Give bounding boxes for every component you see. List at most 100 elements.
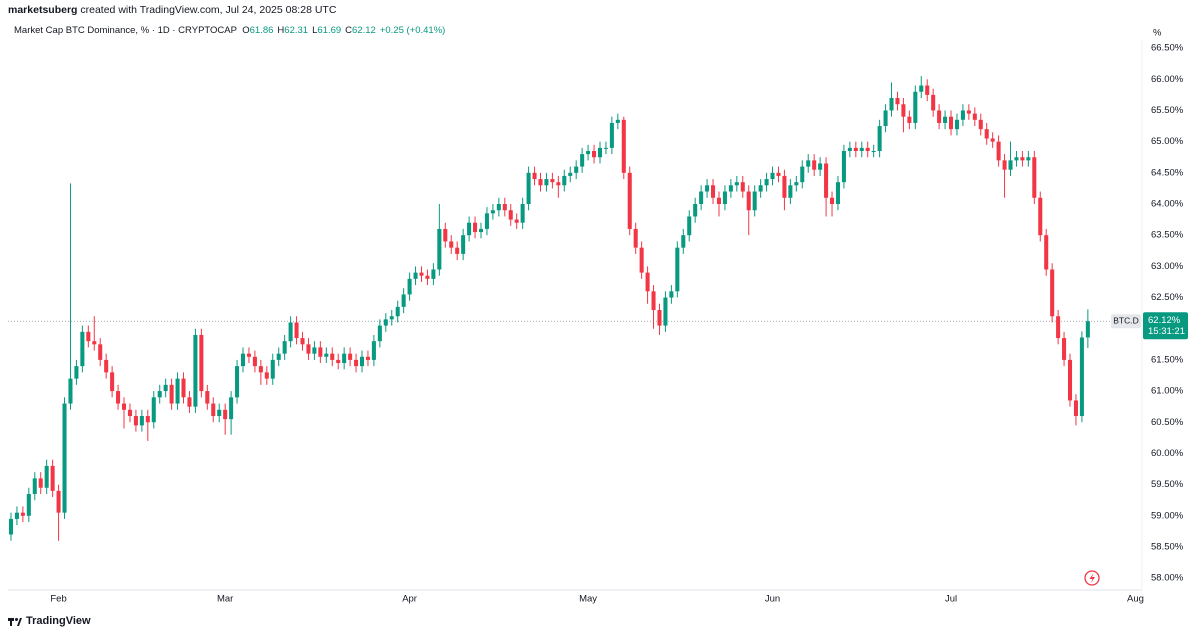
candle-body — [574, 166, 579, 173]
candle-body — [877, 126, 882, 151]
candle-body — [740, 182, 745, 192]
candle-body — [80, 331, 85, 367]
y-tick-label: 59.00% — [1151, 510, 1184, 521]
candle-body — [496, 204, 501, 211]
candle-body — [835, 182, 840, 205]
candle-body — [270, 359, 275, 379]
candle-body — [687, 216, 692, 236]
candle-body — [812, 160, 817, 170]
y-tick-label: 63.00% — [1151, 261, 1184, 272]
candle-body — [56, 490, 61, 513]
user: marketsuberg — [8, 4, 78, 16]
candle-body — [532, 172, 537, 180]
candle-body — [181, 378, 186, 398]
candle-body — [490, 210, 495, 214]
tradingview-logo — [8, 618, 22, 626]
candle-body — [990, 138, 995, 142]
candle-body — [1026, 157, 1031, 161]
alert-icon[interactable] — [1084, 570, 1100, 586]
legend-value: 62.12 — [352, 25, 376, 36]
candle-body — [716, 197, 722, 205]
legend-value: 62.31 — [284, 25, 309, 36]
candle-body — [645, 272, 650, 292]
candle-body — [1067, 359, 1073, 401]
candle-body — [163, 384, 168, 392]
candle-body — [800, 166, 805, 183]
y-tick-label: 62.50% — [1151, 292, 1184, 303]
candle-body — [62, 403, 67, 513]
candle-body — [705, 185, 710, 192]
legend-value: 61.86 — [249, 25, 274, 36]
legend-key: C — [345, 25, 353, 36]
candle-body — [966, 110, 971, 114]
candle-body — [883, 110, 888, 127]
candle-body — [913, 91, 918, 123]
candle-body — [996, 141, 1001, 161]
candle-body — [199, 334, 204, 392]
legend-value: 61.69 — [317, 25, 342, 36]
candle-body — [151, 397, 156, 423]
x-tick-label: Jul — [945, 594, 957, 605]
candle-body — [139, 416, 144, 426]
candle-body — [788, 185, 793, 198]
candle-body — [145, 416, 150, 423]
candle-body — [752, 191, 757, 211]
candle-body — [568, 172, 573, 176]
y-tick-label: 66.00% — [1151, 74, 1184, 85]
candle-body — [467, 222, 472, 236]
candle-body — [294, 322, 299, 339]
candle-body — [98, 344, 103, 360]
candle-body — [1056, 316, 1061, 339]
candle-body — [758, 185, 763, 192]
candle-body — [371, 341, 376, 360]
candle-body — [972, 113, 977, 120]
candle-body — [484, 213, 489, 229]
candle-body — [841, 150, 846, 183]
y-unit: % — [1153, 28, 1162, 39]
candle-body — [984, 129, 989, 139]
candle-body — [50, 465, 55, 491]
candle-body — [806, 160, 811, 167]
candle-body — [1020, 157, 1025, 161]
y-tick-label: 59.50% — [1151, 479, 1184, 490]
candle-body — [336, 359, 341, 364]
candle-body — [818, 163, 823, 170]
candle-body — [681, 235, 686, 248]
candle-body — [954, 119, 959, 130]
symbol-tag: BTC.D — [1113, 315, 1139, 325]
candle-body — [1014, 157, 1019, 161]
y-tick-label: 61.00% — [1151, 386, 1184, 397]
candle-body — [300, 338, 305, 345]
candle-body — [925, 85, 930, 95]
candle-body — [240, 353, 246, 367]
candle-body — [901, 104, 906, 117]
candle-body — [556, 182, 561, 186]
symbol-title: Market Cap BTC Dominance, % · 1D · CRYPT… — [14, 25, 237, 36]
candle-body — [395, 306, 400, 317]
candle-body — [943, 116, 948, 123]
candle-body — [871, 150, 876, 152]
candle-body — [693, 204, 698, 217]
candle-body — [824, 163, 829, 198]
candle-body — [127, 409, 132, 417]
candle-body — [782, 175, 787, 198]
candle-body — [847, 147, 852, 151]
y-tick-label: 60.00% — [1151, 448, 1184, 459]
candle-body — [110, 372, 115, 392]
candle-body — [675, 247, 680, 292]
candle-body — [473, 222, 478, 233]
x-tick-label: May — [579, 594, 597, 605]
candle-body — [68, 378, 73, 404]
y-tick-label: 63.50% — [1151, 230, 1184, 241]
candle-body — [657, 310, 662, 326]
candle-body — [419, 272, 424, 276]
candle-body — [830, 197, 835, 205]
candle-body — [389, 316, 394, 320]
candle-body — [722, 191, 727, 205]
candle-body — [169, 384, 174, 404]
candle-body — [1073, 400, 1078, 417]
candle-body — [1085, 321, 1090, 338]
note: created with TradingView.com, Jul 24, 20… — [80, 4, 337, 16]
